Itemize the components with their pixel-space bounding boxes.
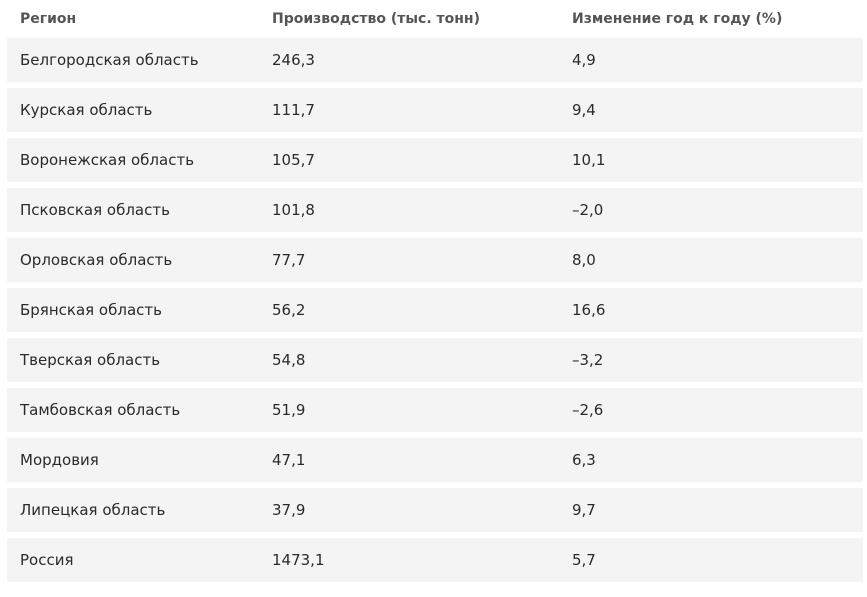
cell-region: Белгородская область — [20, 51, 199, 69]
table-row: Орловская область 77,7 8,0 — [7, 238, 863, 282]
table-row: Мордовия 47,1 6,3 — [7, 438, 863, 482]
cell-region: Брянская область — [20, 301, 162, 319]
cell-production: 54,8 — [272, 351, 306, 369]
table-header: Регион Производство (тыс. тонн) Изменени… — [7, 0, 863, 38]
table-row: Россия 1473,1 5,7 — [7, 538, 863, 582]
cell-region: Воронежская область — [20, 151, 195, 169]
cell-production: 56,2 — [272, 301, 306, 319]
cell-change: 9,7 — [572, 501, 596, 519]
cell-production: 77,7 — [272, 251, 306, 269]
cell-production: 1473,1 — [272, 551, 325, 569]
column-header-production: Производство (тыс. тонн) — [272, 11, 480, 27]
cell-production: 246,3 — [272, 51, 315, 69]
cell-change: 10,1 — [572, 151, 606, 169]
cell-change: 8,0 — [572, 251, 596, 269]
cell-change: 9,4 — [572, 101, 596, 119]
cell-change: –2,6 — [572, 401, 604, 419]
cell-region: Курская область — [20, 101, 153, 119]
table-row: Псковская область 101,8 –2,0 — [7, 188, 863, 232]
table-row: Тамбовская область 51,9 –2,6 — [7, 388, 863, 432]
cell-change: 6,3 — [572, 451, 596, 469]
table-row: Брянская область 56,2 16,6 — [7, 288, 863, 332]
column-header-region: Регион — [20, 11, 77, 27]
cell-region: Псковская область — [20, 201, 170, 219]
cell-change: –3,2 — [572, 351, 604, 369]
cell-production: 111,7 — [272, 101, 315, 119]
cell-production: 101,8 — [272, 201, 315, 219]
production-table: Регион Производство (тыс. тонн) Изменени… — [7, 0, 863, 588]
table-row: Липецкая область 37,9 9,7 — [7, 488, 863, 532]
cell-production: 47,1 — [272, 451, 306, 469]
cell-production: 105,7 — [272, 151, 315, 169]
cell-region: Орловская область — [20, 251, 173, 269]
cell-change: 4,9 — [572, 51, 596, 69]
cell-production: 37,9 — [272, 501, 306, 519]
table-row: Тверская область 54,8 –3,2 — [7, 338, 863, 382]
column-header-change: Изменение год к году (%) — [572, 11, 783, 27]
cell-region: Россия — [20, 551, 74, 569]
table-row: Курская область 111,7 9,4 — [7, 88, 863, 132]
cell-production: 51,9 — [272, 401, 306, 419]
cell-change: 5,7 — [572, 551, 596, 569]
table-row: Белгородская область 246,3 4,9 — [7, 38, 863, 82]
cell-region: Тамбовская область — [20, 401, 181, 419]
cell-region: Липецкая область — [20, 501, 166, 519]
cell-change: –2,0 — [572, 201, 604, 219]
table-row: Воронежская область 105,7 10,1 — [7, 138, 863, 182]
cell-change: 16,6 — [572, 301, 606, 319]
cell-region: Тверская область — [20, 351, 161, 369]
cell-region: Мордовия — [20, 451, 99, 469]
